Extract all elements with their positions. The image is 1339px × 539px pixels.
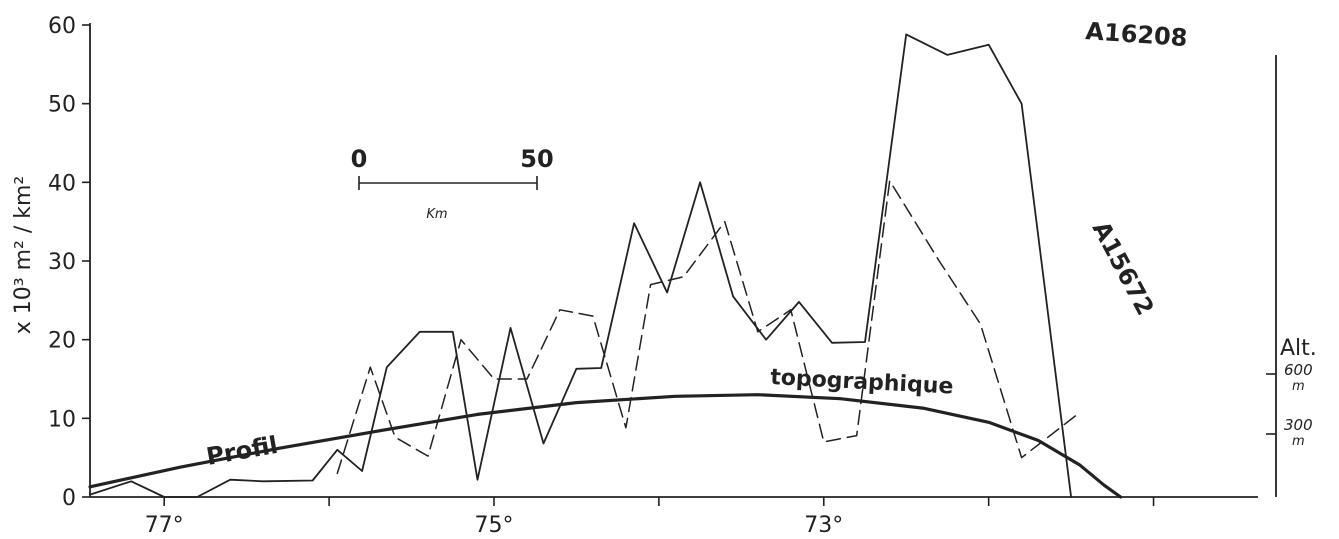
altitude-mark-600-value: 600 <box>1284 361 1313 379</box>
tick-labels: 0 10 20 30 40 50 60 77° 75° 73° <box>48 14 843 538</box>
profil-label: Profil <box>204 431 280 471</box>
axes <box>82 23 1258 506</box>
altitude-axis-title: Alt. <box>1280 336 1317 361</box>
altitude-axis: Alt. 600 m 300 m <box>1266 55 1317 497</box>
altitude-mark-600-unit: m <box>1292 379 1305 394</box>
y-tick-label-40: 40 <box>48 171 76 196</box>
y-tick-label-10: 10 <box>48 407 76 432</box>
y-tick-label-20: 20 <box>48 329 76 354</box>
y-tick-label-0: 0 <box>62 486 76 511</box>
topographique-label: topographique <box>770 365 954 400</box>
series-layer <box>88 33 1123 499</box>
y-axis-label: x 10³ m² / km² <box>11 176 36 334</box>
y-tick-label-60: 60 <box>48 14 76 39</box>
x-tick-label-73: 73° <box>804 513 843 538</box>
x-tick-label-77: 77° <box>145 513 184 538</box>
altitude-mark-300-unit: m <box>1292 434 1305 449</box>
series-label-a16208: A16208 <box>1085 17 1189 52</box>
scale-bar: 0 50 Km <box>351 145 554 222</box>
altitude-mark-300-value: 300 <box>1284 416 1313 434</box>
scale-bar-start-label: 0 <box>351 145 368 173</box>
series-line-a16208 <box>89 33 1072 498</box>
scale-bar-unit: Km <box>426 207 447 222</box>
series-line-profil-topographique <box>88 393 1123 499</box>
series-label-a15672: A15672 <box>1087 217 1160 320</box>
x-tick-label-75: 75° <box>474 513 513 538</box>
series-line-a15672 <box>336 180 1081 475</box>
scale-bar-end-label: 50 <box>520 145 553 173</box>
y-tick-label-30: 30 <box>48 250 76 275</box>
y-tick-label-50: 50 <box>48 93 76 118</box>
